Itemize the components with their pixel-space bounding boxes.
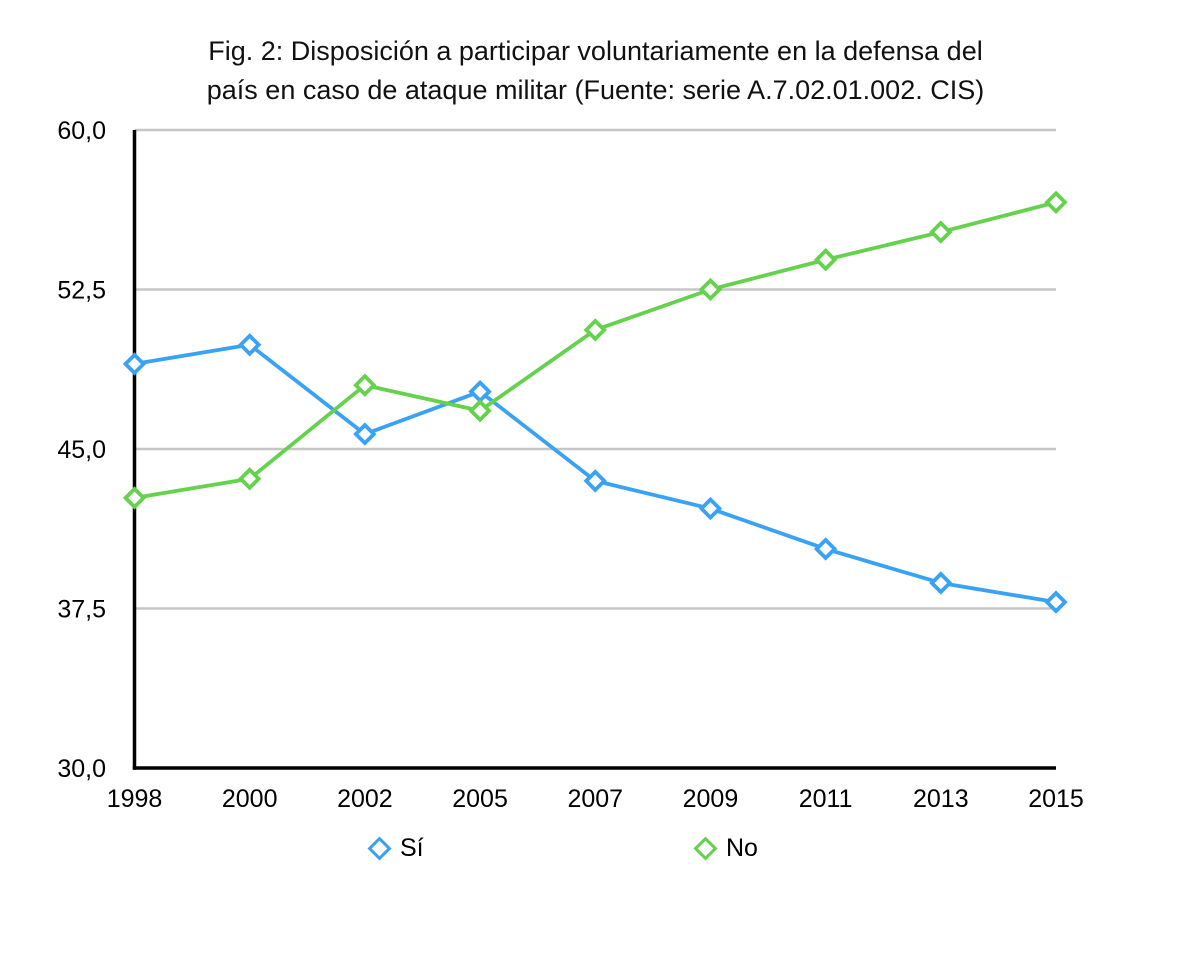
marker-si-2005 bbox=[468, 379, 492, 404]
marker-no-2011 bbox=[813, 248, 838, 272]
si-series-diamond-icon bbox=[367, 835, 392, 861]
marker-no-2005 bbox=[468, 399, 492, 423]
x-tick-label-2013: 2013 bbox=[913, 785, 969, 813]
x-tick-label-2009: 2009 bbox=[683, 785, 739, 813]
y-tick-label-4: 60,0 bbox=[57, 117, 106, 145]
marker-no-2015 bbox=[1044, 190, 1068, 214]
marker-si-2007 bbox=[583, 469, 607, 493]
y-tick-label-3: 52,5 bbox=[57, 277, 106, 305]
legend-label-si: Sí bbox=[400, 834, 424, 862]
no-series-diamond-icon bbox=[693, 835, 718, 861]
marker-no-2000 bbox=[238, 467, 262, 491]
y-tick-label-2: 45,0 bbox=[57, 436, 106, 464]
legend-item-no: No bbox=[693, 833, 758, 863]
marker-no-2013 bbox=[929, 220, 953, 244]
x-tick-label-2000: 2000 bbox=[222, 785, 278, 813]
series-line-no bbox=[134, 200, 1057, 500]
legend-item-si: Sí bbox=[367, 833, 424, 863]
y-tick-label-1: 37,5 bbox=[57, 596, 106, 624]
marker-si-2015 bbox=[1044, 590, 1068, 614]
marker-si-2013 bbox=[929, 571, 953, 595]
chart-title-line2: país en caso de ataque militar (Fuente: … bbox=[206, 75, 985, 105]
y-tick-label-0: 30,0 bbox=[57, 755, 106, 783]
marker-si-2002 bbox=[353, 422, 377, 446]
marker-no-2009 bbox=[698, 277, 723, 302]
legend-label-no: No bbox=[726, 834, 758, 862]
marker-no-2002 bbox=[353, 373, 377, 397]
chart-title-line1: Fig. 2: Disposición a participar volunta… bbox=[208, 36, 983, 66]
marker-si-2000 bbox=[238, 333, 262, 357]
marker-si-2011 bbox=[813, 537, 838, 561]
legend: Sí No bbox=[0, 833, 1200, 863]
x-tick-label-2011: 2011 bbox=[799, 785, 853, 813]
x-tick-label-2007: 2007 bbox=[567, 785, 623, 813]
marker-si-1998 bbox=[122, 352, 147, 376]
x-tick-label-2015: 2015 bbox=[1028, 785, 1084, 813]
x-tick-label-1998: 1998 bbox=[107, 785, 163, 813]
x-tick-label-2005: 2005 bbox=[452, 785, 508, 813]
marker-no-2007 bbox=[583, 318, 607, 342]
marker-no-1998 bbox=[122, 486, 147, 510]
x-tick-label-2002: 2002 bbox=[337, 785, 393, 813]
marker-si-2009 bbox=[698, 496, 723, 521]
chart-title: Fig. 2: Disposición a participar volunta… bbox=[0, 32, 1191, 110]
